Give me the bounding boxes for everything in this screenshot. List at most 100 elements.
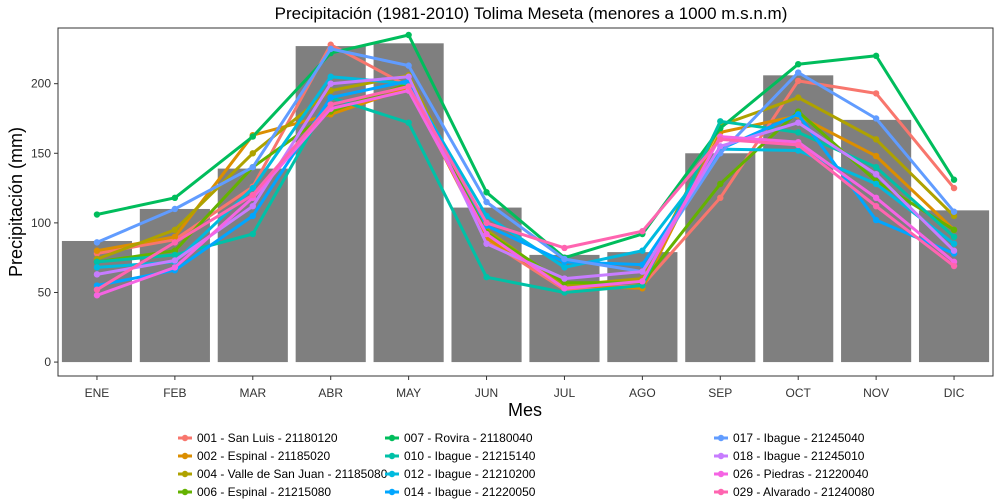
- y-tick-label: 200: [31, 77, 51, 91]
- x-tick-label: MAY: [396, 386, 421, 400]
- series-5-point-mar: [249, 133, 256, 140]
- legend-key-point: [717, 488, 725, 496]
- series-12-point-sep: [717, 136, 724, 143]
- legend-label: 006 - Espinal - 21215080: [197, 485, 331, 499]
- series-9-point-ene: [93, 239, 101, 246]
- x-tick-label: MAR: [239, 386, 266, 400]
- series-10-point-jul: [561, 275, 568, 282]
- series-layer: [93, 31, 958, 299]
- series-4-point-dic: [950, 226, 958, 234]
- series-1-point-sep: [717, 194, 724, 202]
- series-7-point-oct: [795, 147, 802, 154]
- x-tick-label: FEB: [163, 386, 186, 400]
- series-7-point-abr: [327, 73, 334, 80]
- y-tick-label: 0: [44, 355, 51, 369]
- legend-label: 014 - Ibague - 21220050: [404, 485, 536, 499]
- legend-key-point: [388, 452, 396, 460]
- legend-key-point: [181, 434, 189, 442]
- series-12-point-jul: [561, 244, 568, 252]
- legend-item-4: 006 - Espinal - 21215080: [178, 485, 331, 499]
- series-10-point-nov: [872, 170, 880, 178]
- series-12-point-nov: [872, 202, 880, 210]
- series-6-point-dic: [950, 233, 958, 240]
- legend-key-point: [717, 470, 725, 478]
- series-1-point-dic: [950, 184, 958, 192]
- series-12-point-mar: [249, 191, 256, 199]
- x-tick-label: JUN: [475, 386, 498, 400]
- legend-key-point: [181, 470, 189, 478]
- series-9-point-abr: [327, 45, 334, 53]
- series-5-point-may: [405, 31, 412, 39]
- x-tick-label: SEP: [708, 386, 732, 400]
- series-7-point-nov: [872, 180, 880, 188]
- x-tick-label: ENE: [85, 386, 110, 400]
- series-10-point-ago: [639, 268, 646, 275]
- chart-title: Precipitación (1981-2010) Tolima Meseta …: [275, 4, 788, 23]
- series-10-point-jun: [483, 240, 490, 247]
- series-7-point-ago: [639, 247, 646, 254]
- series-3-point-mar: [249, 150, 256, 157]
- x-tick-label: NOV: [863, 386, 889, 400]
- legend-item-1: 001 - San Luis - 21180120: [178, 431, 338, 445]
- series-11: [93, 87, 958, 299]
- legend-key-point: [717, 434, 725, 442]
- legend-item-12: 029 - Alvarado - 21240080: [714, 485, 875, 499]
- legend-label: 002 - Espinal - 21185020: [197, 449, 331, 463]
- legend-key-point: [388, 470, 396, 478]
- series-12: [93, 83, 958, 293]
- legend-label: 029 - Alvarado - 21240080: [733, 485, 875, 499]
- series-line-9: [95, 47, 956, 274]
- legend-key-point: [717, 452, 725, 460]
- series-1-point-nov: [872, 90, 880, 97]
- series-9-point-jul: [561, 255, 568, 263]
- legend-item-5: 007 - Rovira - 21180040: [385, 431, 533, 445]
- series-11-point-feb: [171, 264, 179, 271]
- legend-item-8: 014 - Ibague - 21220050: [385, 485, 536, 499]
- legend-key-point: [181, 452, 189, 460]
- legend-label: 004 - Valle de San Juan - 21185080: [197, 467, 388, 481]
- series-11-point-nov: [872, 194, 880, 202]
- series-10-point-oct: [795, 119, 802, 126]
- series-12-point-ene: [93, 286, 101, 293]
- series-9-point-feb: [171, 205, 179, 213]
- series-10-point-mar: [249, 202, 256, 210]
- series-7-point-ene: [93, 264, 101, 271]
- series-1-point-oct: [795, 77, 802, 85]
- legend-item-3: 004 - Valle de San Juan - 21185080: [178, 467, 388, 481]
- series-line-6: [95, 96, 956, 294]
- series-12-point-ago: [639, 228, 646, 235]
- x-tick-label: AGO: [629, 386, 656, 400]
- series-12-point-feb: [171, 239, 179, 246]
- series-4-point-sep: [717, 180, 724, 188]
- series-9-point-jun: [483, 198, 490, 206]
- y-tick-label: 150: [31, 146, 51, 160]
- series-6-point-mar: [249, 230, 256, 238]
- series-11-point-jul: [561, 285, 568, 292]
- series-7-point-jul: [561, 264, 568, 271]
- series-11-point-jun: [483, 230, 490, 238]
- series-12-point-abr: [327, 101, 334, 108]
- series-9-point-oct: [795, 69, 802, 76]
- series-3-point-abr: [327, 87, 334, 94]
- series-5-point-feb: [171, 194, 179, 202]
- series-5-point-nov: [872, 52, 880, 60]
- series-3-point-feb: [171, 226, 179, 234]
- axes-layer: 0 50 100 150 200 ENE FEB MAR ABR MAY JUN JUL AGO SEP O…: [31, 77, 965, 400]
- series-12-point-jun: [483, 219, 490, 227]
- series-line-5: [95, 33, 956, 260]
- series-8-point-oct: [795, 111, 802, 118]
- series-12-point-dic: [950, 262, 958, 270]
- series-8-point-mar: [249, 212, 256, 220]
- series-3-point-nov: [872, 136, 880, 143]
- series-9-point-mar: [249, 164, 256, 171]
- series-5-point-oct: [795, 60, 802, 68]
- legend-label: 007 - Rovira - 21180040: [404, 431, 533, 445]
- series-6-point-oct: [795, 129, 802, 136]
- x-tick-label: JUL: [554, 386, 576, 400]
- series-10-point-abr: [327, 80, 334, 87]
- bars-layer: [61, 43, 990, 363]
- legend-key-point: [388, 434, 396, 442]
- y-axis-title: Precipitación (mm): [6, 127, 26, 277]
- legend-item-6: 010 - Ibague - 21215140: [385, 449, 536, 463]
